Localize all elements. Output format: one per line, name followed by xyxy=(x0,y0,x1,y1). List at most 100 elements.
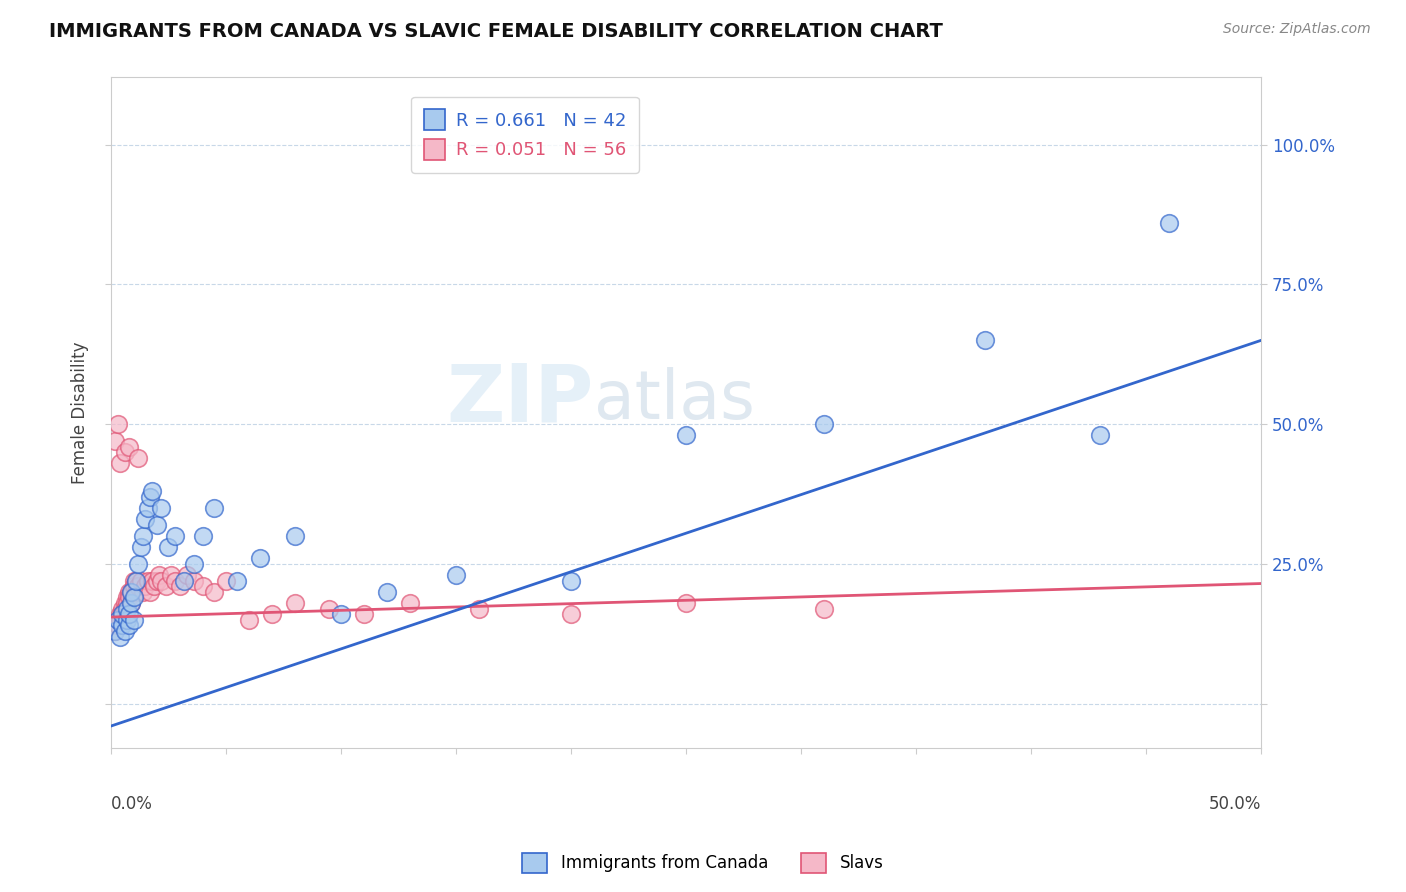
Point xyxy=(114,596,136,610)
Point xyxy=(101,618,124,632)
Point xyxy=(115,596,138,610)
Point xyxy=(675,428,697,442)
Text: Source: ZipAtlas.com: Source: ZipAtlas.com xyxy=(1223,22,1371,37)
Point xyxy=(318,601,340,615)
Point xyxy=(111,601,134,615)
Point xyxy=(104,434,127,448)
Text: IMMIGRANTS FROM CANADA VS SLAVIC FEMALE DISABILITY CORRELATION CHART: IMMIGRANTS FROM CANADA VS SLAVIC FEMALE … xyxy=(49,22,943,41)
Point xyxy=(249,551,271,566)
Point xyxy=(121,585,143,599)
Point xyxy=(118,591,141,605)
Point xyxy=(974,333,997,347)
Point xyxy=(146,517,169,532)
Point xyxy=(107,613,129,627)
Point xyxy=(468,601,491,615)
Point xyxy=(104,624,127,638)
Point xyxy=(139,585,162,599)
Point xyxy=(329,607,352,622)
Point xyxy=(107,417,129,431)
Point xyxy=(136,574,159,588)
Text: 0.0%: 0.0% xyxy=(111,796,153,814)
Y-axis label: Female Disability: Female Disability xyxy=(72,342,89,484)
Point xyxy=(118,585,141,599)
Point xyxy=(125,574,148,588)
Point xyxy=(155,579,177,593)
Point xyxy=(675,596,697,610)
Point xyxy=(108,607,131,622)
Point xyxy=(122,613,145,627)
Point xyxy=(226,574,249,588)
Point xyxy=(115,613,138,627)
Point xyxy=(111,618,134,632)
Point xyxy=(114,445,136,459)
Point xyxy=(399,596,422,610)
Point xyxy=(111,607,134,622)
Point xyxy=(375,585,398,599)
Point xyxy=(111,607,134,622)
Point xyxy=(108,456,131,470)
Point xyxy=(121,596,143,610)
Point xyxy=(560,574,582,588)
Point xyxy=(114,601,136,615)
Point xyxy=(118,618,141,632)
Point xyxy=(107,618,129,632)
Point xyxy=(238,613,260,627)
Point xyxy=(129,574,152,588)
Point xyxy=(121,585,143,599)
Point xyxy=(560,607,582,622)
Point xyxy=(148,568,170,582)
Point xyxy=(813,601,835,615)
Point xyxy=(260,607,283,622)
Point xyxy=(134,512,156,526)
Text: ZIP: ZIP xyxy=(447,360,593,439)
Point xyxy=(284,529,307,543)
Point xyxy=(191,529,214,543)
Point xyxy=(127,579,149,593)
Point xyxy=(129,540,152,554)
Point xyxy=(141,484,163,499)
Point xyxy=(165,574,187,588)
Point xyxy=(1159,216,1181,230)
Point xyxy=(115,601,138,615)
Point xyxy=(176,568,198,582)
Point xyxy=(202,585,225,599)
Point xyxy=(122,591,145,605)
Point xyxy=(118,440,141,454)
Point xyxy=(125,574,148,588)
Point xyxy=(108,630,131,644)
Point xyxy=(132,585,155,599)
Point xyxy=(202,501,225,516)
Point xyxy=(132,529,155,543)
Point xyxy=(157,540,180,554)
Point xyxy=(169,579,191,593)
Point xyxy=(165,529,187,543)
Point xyxy=(813,417,835,431)
Point xyxy=(122,579,145,593)
Point xyxy=(183,574,205,588)
Text: atlas: atlas xyxy=(593,367,755,433)
Point xyxy=(136,501,159,516)
Point xyxy=(108,613,131,627)
Point xyxy=(146,574,169,588)
Point xyxy=(173,574,195,588)
Point xyxy=(127,557,149,571)
Point xyxy=(118,607,141,622)
Point xyxy=(159,568,181,582)
Point xyxy=(284,596,307,610)
Point xyxy=(141,574,163,588)
Legend: Immigrants from Canada, Slavs: Immigrants from Canada, Slavs xyxy=(516,847,890,880)
Point xyxy=(191,579,214,593)
Point xyxy=(127,450,149,465)
Text: 50.0%: 50.0% xyxy=(1209,796,1261,814)
Point xyxy=(107,613,129,627)
Point xyxy=(115,591,138,605)
Point xyxy=(215,574,238,588)
Point xyxy=(139,490,162,504)
Point xyxy=(150,501,173,516)
Point xyxy=(125,585,148,599)
Point xyxy=(104,624,127,638)
Legend: R = 0.661   N = 42, R = 0.051   N = 56: R = 0.661 N = 42, R = 0.051 N = 56 xyxy=(411,96,640,172)
Point xyxy=(114,624,136,638)
Point xyxy=(1090,428,1112,442)
Point xyxy=(444,568,467,582)
